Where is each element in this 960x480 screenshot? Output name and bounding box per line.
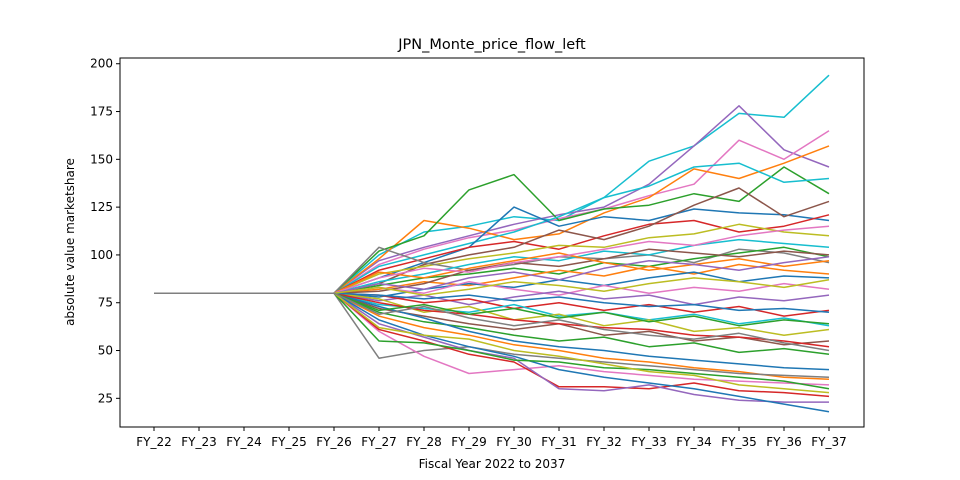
x-tick-label: FY_34 — [676, 435, 712, 449]
x-tick-label: FY_22 — [136, 435, 172, 449]
y-tick-label: 125 — [90, 200, 113, 214]
plot-frame — [119, 57, 865, 428]
x-tick-label: FY_31 — [541, 435, 577, 449]
x-tick-label: FY_35 — [721, 435, 757, 449]
chart-title: JPN_Monte_price_flow_left — [397, 37, 586, 53]
x-tick-label: FY_33 — [631, 435, 667, 449]
x-tick-label: FY_27 — [361, 435, 397, 449]
y-tick-label: 25 — [98, 391, 113, 405]
x-tick-label: FY_28 — [406, 435, 442, 449]
y-tick-label: 100 — [90, 248, 113, 262]
y-tick-label: 50 — [98, 344, 113, 358]
x-axis: FY_22 FY_23 FY_24 FY_25 FY_26 FY_27 FY_28 FY_29… — [136, 427, 847, 449]
y-tick-label: 75 — [98, 296, 113, 310]
x-tick-label: FY_29 — [451, 435, 487, 449]
x-tick-label: FY_36 — [766, 435, 802, 449]
y-tick-label: 150 — [90, 152, 113, 166]
y-axis: 25 50 75 100 125 150 175 200 — [90, 57, 120, 405]
y-tick-label: 200 — [90, 57, 113, 71]
x-tick-label: FY_24 — [226, 435, 262, 449]
x-tick-label: FY_23 — [181, 435, 217, 449]
y-tick-label: 175 — [90, 105, 113, 119]
x-tick-label: FY_26 — [316, 435, 352, 449]
x-axis-title: Fiscal Year 2022 to 2037 — [419, 457, 566, 471]
plot-area — [120, 58, 864, 427]
series-line-40 — [154, 292, 830, 352]
x-tick-label: FY_37 — [811, 435, 847, 449]
series-lines — [154, 74, 830, 413]
x-tick-label: FY_30 — [496, 435, 532, 449]
y-axis-title: absolute value marketshare — [63, 158, 77, 326]
x-tick-label: FY_32 — [586, 435, 622, 449]
x-tick-label: FY_25 — [271, 435, 307, 449]
